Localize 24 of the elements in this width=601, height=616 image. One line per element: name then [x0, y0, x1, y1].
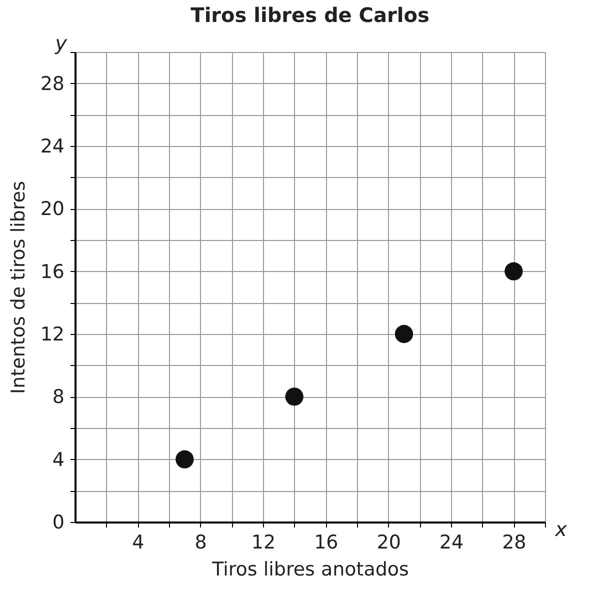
y-tick-label: 4 [52, 448, 64, 471]
text: x [554, 517, 568, 541]
y-tick-label: 8 [52, 386, 64, 408]
x-tick-label: 20 [376, 532, 401, 554]
y-tick-label: 28 [40, 72, 64, 95]
point [285, 388, 304, 406]
x-tick-label: 8 [194, 532, 207, 554]
y-tick-label: 24 [40, 136, 64, 158]
x-tick-label: 28 [502, 532, 526, 554]
x-tick-label: 24 [439, 532, 464, 554]
chart-title: Tiros libres de Carlos [190, 3, 430, 27]
y-tick-label: 12 [40, 324, 64, 346]
point [176, 450, 194, 468]
x-tick-label: 12 [251, 532, 276, 554]
y-tick-label: 0 [52, 512, 64, 534]
point [504, 262, 523, 280]
x-tick-label: 4 [132, 532, 144, 554]
y-axis-title: Intentos de tiros libres [7, 181, 30, 394]
x-axis-title: Tiros libres anotados [211, 558, 409, 580]
point [394, 324, 414, 344]
text: y [54, 31, 68, 55]
y-tick-label: 16 [40, 260, 64, 283]
x-tick-label: 16 [314, 532, 338, 554]
y-tick-label: 20 [40, 198, 64, 220]
